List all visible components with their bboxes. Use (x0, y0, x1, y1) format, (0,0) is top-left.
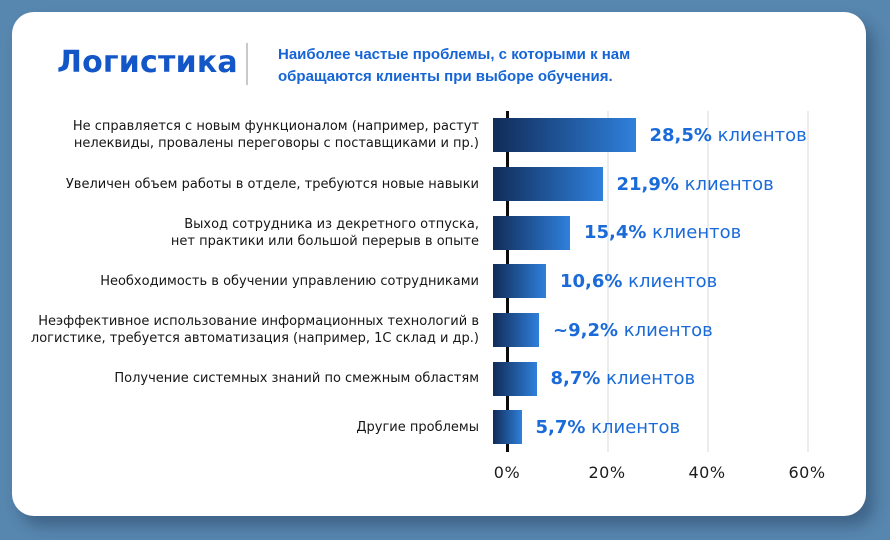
bar-zone: 28,5% клиентов (493, 111, 866, 160)
bar (493, 167, 603, 202)
bar-zone: 5,7% клиентов (493, 403, 866, 452)
bar-row: Необходимость в обучении управлению сотр… (12, 257, 866, 306)
category-label: Другие проблемы (356, 419, 479, 435)
bar (493, 215, 570, 250)
value-label: 28,5% клиентов (650, 125, 807, 146)
value-label: 10,6% клиентов (560, 271, 717, 292)
value-label: ~9,2% клиентов (553, 320, 713, 341)
value-suffix: клиентов (585, 416, 681, 438)
value-label: 15,4% клиентов (584, 222, 741, 243)
bar-zone: 15,4% клиентов (493, 208, 866, 257)
value-suffix: клиентов (618, 319, 713, 341)
x-tick-label: 40% (688, 463, 726, 482)
category-label: Не справляется с новым функционалом (нап… (72, 119, 479, 152)
bar-zone: ~9,2% клиентов (493, 306, 866, 355)
category-label: Необходимость в обучении управлению сотр… (100, 273, 479, 289)
value-percent: 21,9% (616, 173, 679, 195)
category-label: Увеличен объем работы в отделе, требуютс… (65, 176, 479, 192)
bar (493, 410, 522, 445)
value-suffix: клиентов (622, 270, 718, 292)
x-tick-label: 20% (588, 463, 626, 482)
page-title: Логистика (57, 45, 238, 80)
bar-row: Получение системных знаний по смежным об… (12, 354, 866, 403)
bar-row: Не справляется с новым функционалом (нап… (12, 111, 866, 160)
bar (493, 313, 539, 348)
value-percent: 15,4% (584, 222, 647, 244)
subtitle-line-1: Наиболее частые проблемы, с которыми к н… (278, 46, 631, 63)
bar-chart: Не справляется с новым функционалом (нап… (12, 111, 866, 491)
value-percent: 5,7% (535, 416, 586, 438)
x-tick-label: 60% (788, 463, 826, 482)
chart-subtitle: Наиболее частые проблемы, с которыми к н… (278, 44, 630, 88)
bar-row: Увеличен объем работы в отделе, требуютс… (12, 160, 866, 209)
bar-row: Другие проблемы 5,7% клиентов (12, 403, 866, 452)
category-label: Получение системных знаний по смежным об… (114, 371, 479, 387)
value-suffix: клиентов (711, 124, 807, 146)
bar-zone: 8,7% клиентов (493, 354, 866, 403)
category-label: Неэффективное использование информационн… (30, 314, 479, 347)
category-label: Выход сотрудника из декретного отпуска, н… (170, 216, 479, 249)
x-tick-label: 0% (493, 463, 521, 482)
value-percent: 28,5% (649, 124, 712, 146)
value-suffix: клиентов (646, 222, 742, 244)
bar-row: Выход сотрудника из декретного отпуска, н… (12, 208, 866, 257)
bar (493, 264, 546, 299)
bar-rows: Не справляется с новым функционалом (нап… (12, 111, 866, 452)
value-label: 8,7% клиентов (551, 368, 696, 389)
subtitle-line-2: обращаются клиенты при выборе обучения. (278, 68, 613, 85)
value-percent: ~9,2% (553, 319, 619, 341)
value-percent: 10,6% (560, 270, 623, 292)
x-axis: 0% 20% 40% 60% (494, 463, 866, 489)
content-card: Логистика Наиболее частые проблемы, с ко… (12, 12, 866, 516)
value-percent: 8,7% (550, 368, 601, 390)
value-label: 21,9% клиентов (617, 174, 774, 195)
value-suffix: клиентов (600, 368, 696, 390)
bar-zone: 10,6% клиентов (493, 257, 866, 306)
value-suffix: клиентов (678, 173, 774, 195)
value-label: 5,7% клиентов (536, 417, 681, 438)
bar (493, 118, 636, 153)
header-divider (246, 43, 248, 85)
bar (493, 361, 537, 396)
bar-zone: 21,9% клиентов (493, 160, 866, 209)
bar-row: Неэффективное использование информационн… (12, 306, 866, 355)
